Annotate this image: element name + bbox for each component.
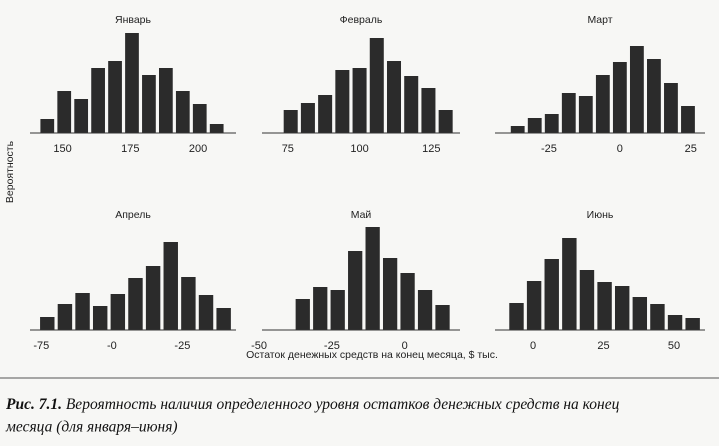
panel-title: Июнь xyxy=(587,209,614,221)
bar xyxy=(400,273,415,330)
x-tick-label: 75 xyxy=(282,143,294,155)
panel-title: Январь xyxy=(115,14,152,26)
bar xyxy=(128,278,143,330)
bar xyxy=(142,75,156,133)
bar xyxy=(125,33,139,133)
bar xyxy=(369,38,384,133)
bar xyxy=(295,299,310,330)
bar xyxy=(629,46,644,133)
bar xyxy=(527,118,542,133)
bar xyxy=(348,251,363,330)
x-tick-label: 125 xyxy=(422,143,440,155)
bar xyxy=(417,290,433,330)
bar xyxy=(92,306,108,330)
y-axis-label: Вероятность xyxy=(4,140,16,203)
bar xyxy=(421,88,436,133)
caption-line: Рис. 7.1. Вероятность наличия определенн… xyxy=(6,396,620,413)
bar xyxy=(335,70,350,133)
bar xyxy=(612,62,627,133)
panel-title: Май xyxy=(351,209,372,221)
bar xyxy=(435,305,450,330)
x-tick-label: 0 xyxy=(530,340,536,352)
x-tick-label: -25 xyxy=(174,340,190,352)
bar xyxy=(91,68,105,133)
bar xyxy=(330,290,345,330)
bar xyxy=(685,318,700,330)
bar xyxy=(647,59,661,133)
bar xyxy=(57,91,72,133)
caption-text: Вероятность наличия определенного уровня… xyxy=(66,396,620,413)
x-tick-label: 200 xyxy=(189,143,207,155)
bar xyxy=(163,242,178,330)
bar xyxy=(216,308,231,330)
bar xyxy=(510,126,525,133)
bar xyxy=(404,76,419,133)
bar xyxy=(509,303,524,330)
caption-line: месяца (для января–июня) xyxy=(5,419,178,436)
bar xyxy=(181,277,196,330)
bar xyxy=(192,104,207,133)
bar xyxy=(386,61,402,133)
bar xyxy=(352,68,367,133)
bar xyxy=(562,238,577,330)
bar xyxy=(283,110,298,133)
bar xyxy=(438,110,453,133)
bar xyxy=(579,270,595,330)
x-tick-label: 150 xyxy=(53,143,71,155)
bar xyxy=(632,297,648,330)
bar xyxy=(595,75,610,133)
bar xyxy=(40,119,55,133)
bar xyxy=(614,286,630,330)
bar xyxy=(158,68,173,133)
bar xyxy=(198,295,214,330)
x-tick-label: 100 xyxy=(350,143,368,155)
x-tick-label: -25 xyxy=(541,143,557,155)
x-tick-label: -0 xyxy=(107,340,117,352)
bar xyxy=(681,106,695,133)
bar xyxy=(175,91,190,133)
bar xyxy=(382,258,398,330)
bar xyxy=(664,83,678,133)
caption-label: Рис. 7.1. xyxy=(6,396,62,413)
x-tick-label: -25 xyxy=(324,340,340,352)
x-tick-label: 175 xyxy=(121,143,139,155)
bar xyxy=(650,304,665,330)
panel-title: Март xyxy=(587,14,612,26)
x-tick-label: 0 xyxy=(402,340,408,352)
x-tick-label: 25 xyxy=(685,143,697,155)
bar xyxy=(110,294,126,330)
x-tick-label: -50 xyxy=(251,340,267,352)
bar xyxy=(318,95,333,133)
x-tick-label: 25 xyxy=(597,340,609,352)
bar xyxy=(667,315,683,330)
bar xyxy=(300,103,315,133)
x-tick-label: 50 xyxy=(668,340,680,352)
bar xyxy=(75,293,90,330)
x-tick-label: -75 xyxy=(33,340,49,352)
bar xyxy=(544,259,559,330)
bar xyxy=(544,114,559,133)
bar xyxy=(74,99,89,133)
bar xyxy=(365,227,380,330)
panel-title: Апрель xyxy=(115,209,151,221)
bar xyxy=(597,282,612,330)
x-axis-label: Остаток денежных средств на конец месяца… xyxy=(246,349,498,361)
bar xyxy=(561,93,576,133)
bar xyxy=(40,317,55,330)
bar xyxy=(578,96,593,133)
x-tick-label: 0 xyxy=(617,143,623,155)
panel-title: Февраль xyxy=(340,14,383,26)
bar xyxy=(108,61,122,133)
bar xyxy=(57,304,73,330)
bar xyxy=(145,266,161,330)
bar xyxy=(313,287,328,330)
bar xyxy=(209,124,224,133)
bar xyxy=(526,281,542,330)
